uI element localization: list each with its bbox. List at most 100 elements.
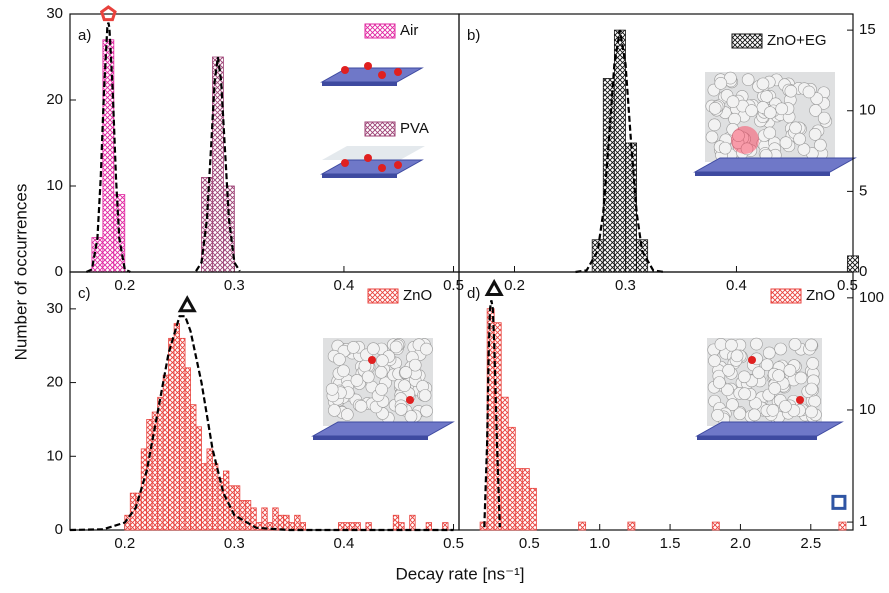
inset-sphere	[705, 130, 719, 144]
panel-label: d)	[467, 285, 480, 302]
y-tick-label: 10	[859, 401, 876, 418]
inset-sphere	[708, 354, 721, 367]
inset-sphere	[398, 379, 411, 393]
histogram-bar	[223, 470, 230, 531]
inset-sphere	[741, 73, 755, 86]
legend-swatch	[731, 33, 763, 49]
inset-sphere	[774, 342, 787, 356]
inset-substrate-edge	[322, 82, 397, 86]
x-tick-label: 1.0	[589, 535, 610, 552]
histogram-bar	[129, 492, 137, 531]
inset-sphere	[726, 398, 739, 411]
histogram-bar	[250, 507, 257, 531]
inset-substrate	[695, 421, 844, 437]
inset-sphere	[789, 121, 802, 135]
inset-emitter	[378, 164, 386, 172]
y-tick-label: 20	[46, 91, 63, 108]
x-tick-label: 0.2	[114, 277, 135, 294]
y-tick-label: 20	[46, 374, 63, 391]
histogram-bar	[195, 426, 202, 531]
inset-substrate	[311, 421, 455, 437]
histogram-bar	[528, 487, 537, 531]
fit-curve	[69, 315, 454, 532]
y-axis-label: Number of occurrences	[11, 184, 30, 361]
inset-sphere	[738, 370, 751, 384]
histogram-bar	[201, 463, 208, 531]
inset-sphere	[762, 346, 776, 360]
histogram-bar	[627, 521, 636, 531]
marker	[177, 295, 197, 313]
inset-sphere	[766, 403, 780, 417]
inset-sphere	[760, 90, 773, 103]
inset-sphere	[389, 340, 403, 354]
inset-sphere	[763, 106, 777, 119]
inset-substrate	[320, 159, 424, 175]
inset-sphere	[722, 364, 735, 377]
inset-sphere	[788, 338, 802, 351]
histogram-bar	[190, 404, 197, 531]
inset-emitter	[368, 356, 376, 364]
y-tick-label: 5	[859, 182, 867, 199]
histogram-bar	[425, 522, 433, 531]
inset-sphere	[367, 342, 380, 356]
histogram-bar	[206, 448, 213, 531]
legend-swatch	[770, 288, 802, 304]
histogram-bar	[261, 507, 268, 531]
y-tick-label: 0	[55, 263, 63, 280]
inset-sphere	[328, 404, 341, 417]
inset-sphere	[794, 371, 808, 385]
inset-sphere	[783, 364, 797, 377]
y-tick-label: 100	[859, 289, 884, 306]
inset-sphere	[354, 399, 368, 413]
inset-sphere	[725, 338, 738, 352]
histogram-bar	[343, 522, 350, 531]
inset-sphere	[808, 128, 822, 141]
inset-emitter	[378, 71, 386, 79]
histogram-bar	[239, 500, 246, 531]
histogram-bar	[578, 521, 587, 531]
inset-sphere	[809, 104, 822, 117]
marker	[831, 494, 847, 510]
histogram-bar	[349, 522, 356, 531]
inset-sphere	[805, 382, 818, 396]
histogram-bar	[277, 514, 285, 531]
inset-sphere	[376, 354, 389, 367]
inset-sphere	[714, 337, 728, 351]
inset-sphere	[420, 342, 433, 356]
inset-sphere	[817, 111, 831, 125]
inset-sphere	[784, 84, 798, 98]
inset-sphere	[724, 71, 737, 85]
inset-sphere	[752, 366, 765, 379]
histogram-bar	[442, 522, 449, 531]
inset-sphere	[341, 408, 354, 421]
histogram-bar	[244, 500, 252, 531]
inset-sphere	[420, 404, 433, 418]
y-tick-label: 30	[46, 5, 63, 22]
legend-label: ZnO+EG	[767, 32, 827, 49]
inset-sphere	[721, 383, 734, 397]
fit-curve	[85, 22, 131, 273]
x-tick-label: 0.4	[334, 277, 355, 294]
x-tick-label: 0.5	[443, 535, 464, 552]
histogram-bar	[283, 514, 290, 531]
legend-label: ZnO	[403, 287, 432, 304]
inset-sphere	[713, 376, 726, 389]
inset-sphere	[394, 403, 408, 416]
inset-sphere	[779, 136, 793, 150]
x-tick-label: 0.4	[726, 277, 747, 294]
inset-sphere	[768, 382, 782, 395]
histogram-bar	[365, 522, 372, 531]
histogram-bar	[272, 507, 279, 531]
legend-swatch	[364, 23, 396, 39]
fit-curve	[575, 29, 665, 274]
inset-substrate-edge	[695, 172, 830, 176]
histogram-bar	[168, 337, 175, 531]
histogram-bar	[338, 522, 345, 531]
histogram-bar	[299, 522, 306, 531]
inset-sphere	[775, 102, 789, 116]
y-tick-label: 0	[859, 263, 867, 280]
inset-emitter	[394, 161, 402, 169]
histogram-bar	[838, 521, 847, 531]
inset-glow	[731, 126, 759, 154]
